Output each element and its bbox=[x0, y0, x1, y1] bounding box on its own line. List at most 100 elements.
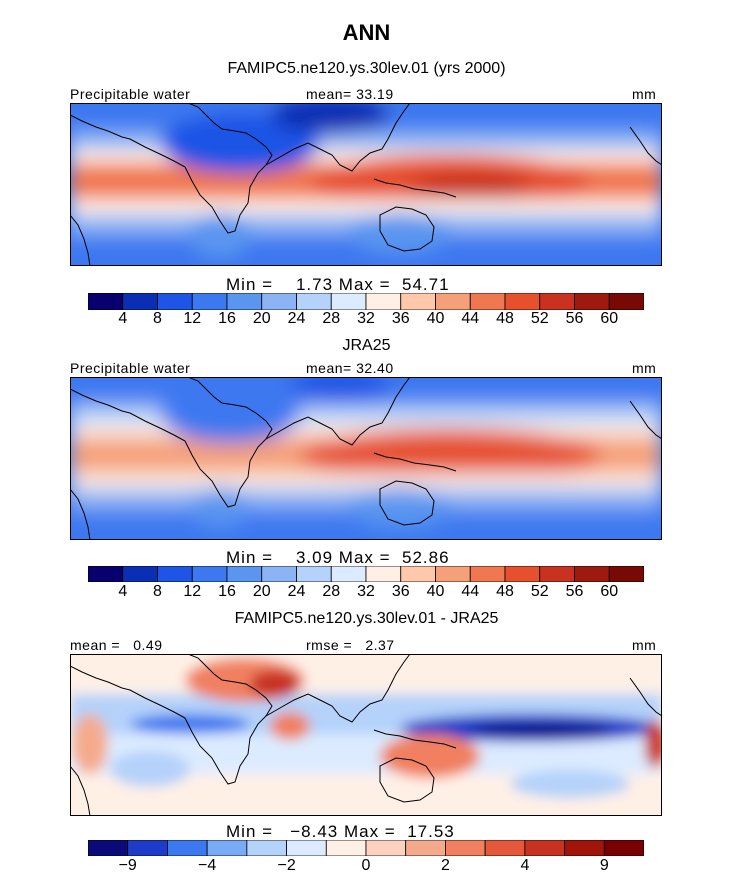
panel-3-max-label: Max = bbox=[343, 822, 396, 841]
panel-3-rmse-label: rmse = 2.37 bbox=[306, 637, 395, 653]
panel-3-east-africa-wet bbox=[270, 712, 310, 740]
panel-2-colorbar-tick-label: 24 bbox=[287, 583, 306, 600]
panel-2-colorbar-tick-label: 40 bbox=[426, 583, 445, 600]
panel-1-colorbar-cell bbox=[365, 293, 402, 310]
panel-3-colorbar-labels: −9 −4 −2 0 2 4 9 bbox=[88, 857, 644, 879]
panel-1-colorbar-tick-label: 36 bbox=[391, 310, 410, 327]
panel-3-max-value: 17.53 bbox=[407, 822, 455, 841]
panel-3-coast-africa-europe bbox=[70, 654, 273, 785]
panel-1-coast-s-america bbox=[70, 214, 91, 266]
panel-1-max-label: Max = bbox=[338, 275, 391, 294]
panel-1-colorbar-tick-label: 12 bbox=[183, 310, 202, 327]
panel-1-colorbar-tick-label: 24 bbox=[287, 310, 306, 327]
panel-3-colorbar-cell bbox=[445, 840, 486, 856]
panel-3-s-pacific-dry bbox=[510, 770, 630, 798]
panel-1-colorbar-cell bbox=[330, 293, 367, 310]
panel-1-colorbar-cell bbox=[435, 293, 471, 310]
panel-1-coast-africa-europe bbox=[70, 103, 273, 234]
panel-1-min-label: Min = bbox=[226, 275, 274, 294]
panel-2-coast-asia bbox=[265, 377, 411, 446]
panel-2-coast-c-america bbox=[629, 400, 662, 440]
panel-2-s-africa bbox=[192, 487, 248, 527]
panel-1-colorbar-cell bbox=[504, 293, 541, 310]
panel-2-colorbar-labels: 4 8 12 16 20 24 28 32 36 40 44 48 52 56 60 bbox=[88, 583, 644, 605]
panel-3-colorbar-cell bbox=[246, 840, 287, 856]
panel-3-colorbar-cell bbox=[127, 840, 168, 856]
panel-1-colorbar-tick-label: 52 bbox=[530, 310, 549, 327]
panel-2-colorbar-tick-label: 4 bbox=[118, 583, 128, 600]
panel-2-colorbar-cell bbox=[608, 566, 644, 582]
panel-3-colorbar-cell bbox=[365, 840, 407, 856]
panel-1-colorbar-tick-label: 28 bbox=[322, 310, 341, 327]
panel-2-colorbar-cell bbox=[261, 566, 297, 582]
panel-3-colorbar-cell bbox=[603, 840, 644, 856]
panel-3-colorbar-cell bbox=[524, 840, 565, 856]
panel-2-map bbox=[70, 377, 662, 540]
panel-1-colorbar-tick-label: 32 bbox=[357, 310, 375, 327]
panel-3-coast-c-america bbox=[629, 677, 662, 717]
panel-1-colorbar-cell bbox=[122, 293, 158, 310]
panel-1-title: FAMIPC5.ne120.ys.30lev.01 (yrs 2000) bbox=[227, 60, 506, 77]
panel-2-colorbar-tick-label: 28 bbox=[322, 583, 341, 600]
panel-2-colorbar-cell bbox=[88, 566, 124, 582]
panel-2-field bbox=[70, 377, 662, 540]
panel-1-colorbar-labels: 4 8 12 16 20 24 28 32 36 40 44 48 52 56 60 bbox=[88, 310, 644, 332]
panel-2-colorbar-tick-label: 52 bbox=[530, 583, 549, 600]
panel-3-min-label: Min = bbox=[226, 822, 274, 841]
panel-3-colorbar-cell bbox=[167, 840, 208, 856]
panel-1-minmax: Min = 1.73 Max = 54.71 bbox=[226, 275, 450, 295]
panel-1-australia bbox=[350, 213, 450, 253]
panel-2-colorbar-cell bbox=[469, 566, 506, 582]
panel-3-map bbox=[70, 654, 662, 816]
panel-1-sahara bbox=[160, 113, 320, 173]
panel-2-colorbar-tick-label: 12 bbox=[183, 583, 202, 600]
panel-2-coast-s-america bbox=[70, 488, 91, 540]
panel-3-colorbar-tick-label: 4 bbox=[520, 857, 530, 874]
panel-2-coast-africa-europe bbox=[70, 377, 273, 508]
panel-3-coast-asia bbox=[265, 654, 411, 723]
panel-2-colorbar-tick-label: 48 bbox=[496, 583, 514, 600]
panel-1-colorbar-tick-label: 48 bbox=[496, 310, 514, 327]
panel-3-colorbar-cell bbox=[484, 840, 526, 856]
panel-1-colorbar-cell bbox=[296, 293, 332, 310]
panel-3-colorbar-cell bbox=[286, 840, 327, 856]
panel-2-colorbar-cells bbox=[88, 566, 644, 582]
panel-1-warm-pool-core bbox=[410, 173, 530, 201]
panel-2-minmax: Min = 3.09 Max = 52.86 bbox=[226, 548, 450, 568]
panel-3-amazon-wet bbox=[72, 714, 108, 774]
panel-2-sahara bbox=[160, 387, 300, 443]
panel-1-colorbar-cell bbox=[261, 293, 297, 310]
panel-2-frame bbox=[70, 377, 662, 540]
panel-3-mean-label: mean = 0.49 bbox=[70, 637, 163, 653]
panel-2-warm-pool bbox=[300, 429, 600, 481]
panel-1-colorbar-cell bbox=[157, 293, 193, 310]
panel-2-colorbar-cell bbox=[157, 566, 193, 582]
panel-2-max-label: Max = bbox=[338, 548, 391, 567]
panel-1-band-s-mid bbox=[70, 199, 662, 217]
panel-3-colorbar-cell bbox=[564, 840, 605, 856]
panel-3-colorbar-tick-label: 2 bbox=[440, 857, 450, 874]
panel-1-colorbar-cell bbox=[608, 293, 644, 310]
panel-1-colorbar-cell bbox=[400, 293, 436, 310]
panel-2-colorbar-tick-label: 56 bbox=[565, 583, 584, 600]
panel-1-tibet bbox=[270, 103, 390, 133]
panel-3-colorbar-cell bbox=[88, 840, 129, 856]
panel-2-colorbar-cell bbox=[330, 566, 367, 582]
panel-2-colorbar-cell bbox=[191, 566, 228, 582]
panel-1-coast-asia bbox=[265, 103, 411, 172]
panel-1-coast-australia bbox=[379, 206, 435, 252]
panel-2-colorbar-cell bbox=[122, 566, 158, 582]
panel-2-colorbar-cell bbox=[365, 566, 402, 582]
panel-3-units: mm bbox=[632, 637, 657, 653]
panel-3-colorbar-cell bbox=[325, 840, 367, 856]
panel-2-min-label: Min = bbox=[226, 548, 274, 567]
panel-1-colorbar-cell bbox=[88, 293, 124, 310]
panel-1-colorbar-cell bbox=[191, 293, 228, 310]
panel-2-band-s-mid bbox=[70, 473, 662, 491]
panel-3-title: FAMIPC5.ne120.ys.30lev.01 - JRA25 bbox=[234, 610, 499, 627]
panel-1-colorbar-tick-label: 44 bbox=[461, 310, 480, 327]
panel-2-colorbar-cell bbox=[574, 566, 610, 582]
panel-1-colorbar-tick-label: 16 bbox=[218, 310, 236, 327]
panel-2-colorbar-tick-label: 36 bbox=[391, 583, 410, 600]
panel-1-colorbar-tick-label: 60 bbox=[600, 310, 619, 327]
